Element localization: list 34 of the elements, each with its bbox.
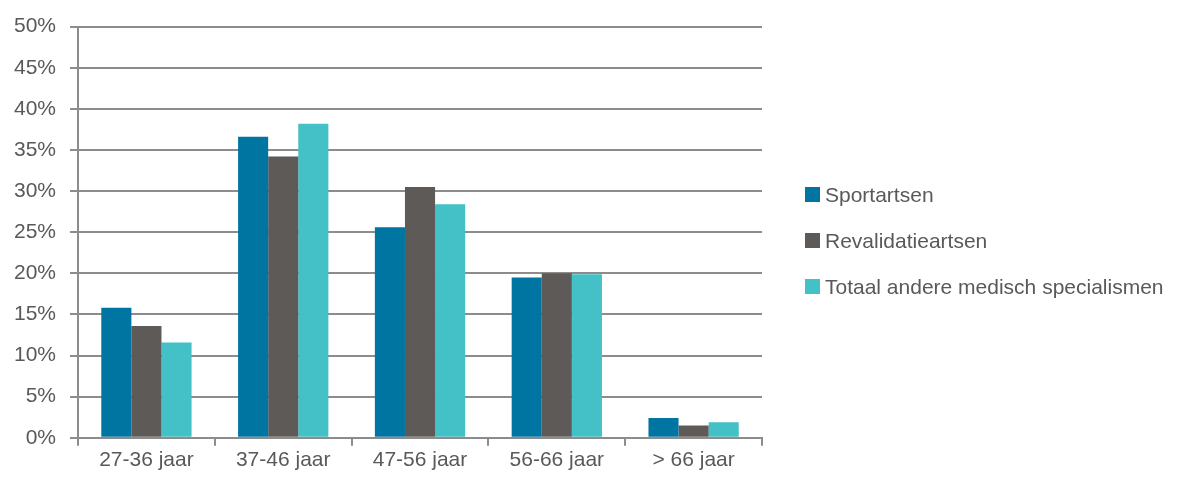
bar [238,136,269,437]
bar [131,325,162,437]
bar [571,274,602,437]
x-tick-label: 56-66 jaar [509,447,605,471]
x-tick-label: 27-36 jaar [99,447,194,471]
y-tick-label: 45% [14,54,57,78]
bar [648,418,679,437]
bar [161,342,192,437]
y-tick-label: 30% [14,177,57,201]
legend-label: Revalidatieartsen [825,228,988,253]
y-tick-label: 40% [14,95,57,119]
legend-label: Totaal andere medisch specialismen [825,274,1164,299]
y-tick-label: 10% [14,342,57,366]
bar [678,425,709,437]
x-tick-label: 47-56 jaar [372,447,468,471]
bar [101,307,132,437]
y-tick-label: 0% [25,424,57,448]
bar [374,227,405,437]
bar [268,156,299,437]
y-tick-label: 50% [14,13,57,37]
y-tick-label: 25% [14,219,57,242]
y-tick-label: 20% [14,260,57,284]
y-tick-label: 5% [25,383,57,407]
x-tick-label: 37-46 jaar [235,447,331,471]
bar [298,123,329,437]
bar [404,186,436,437]
bar [541,273,572,437]
bar [511,277,542,437]
y-tick-label: 15% [14,301,57,325]
y-tick-label: 35% [14,136,57,160]
legend-label: Sportartsen [825,182,934,207]
x-tick-label: > 66 jaar [652,447,735,471]
bar [435,204,466,437]
bar [708,422,739,437]
